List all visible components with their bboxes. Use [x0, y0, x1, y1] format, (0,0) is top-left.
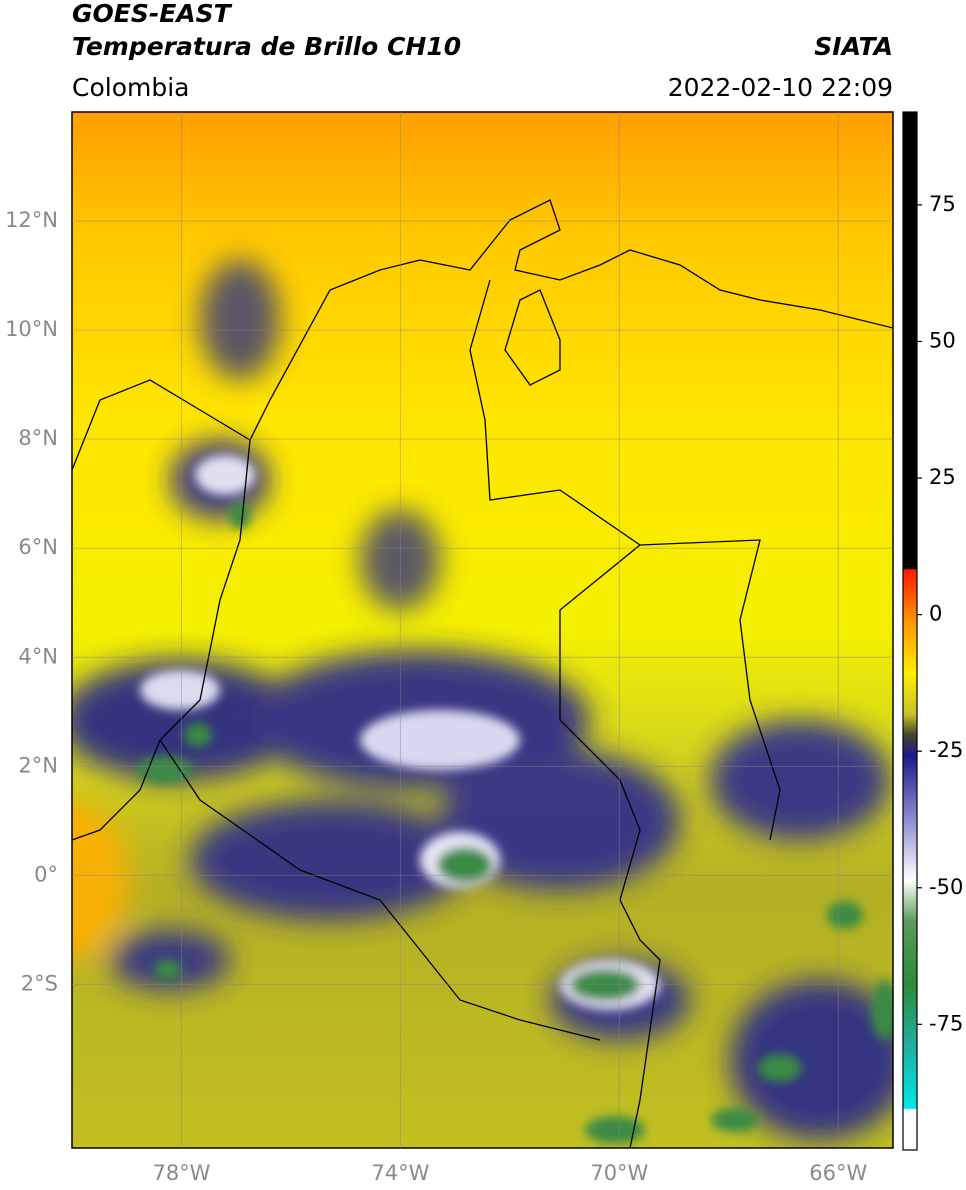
lat-tick-label: 0°: [34, 862, 58, 886]
lat-tick-label: 6°N: [18, 535, 58, 559]
colorbar-tick-label: 75: [929, 192, 956, 216]
region: Colombia: [72, 73, 189, 102]
colorbar-tick-label: 0: [929, 602, 942, 626]
colorbar-tick-label: -50: [929, 875, 963, 899]
map-frame: [71, 111, 894, 1149]
lon-tick-label: 70°W: [590, 1161, 648, 1185]
subtitle: Temperatura de Brillo CH10: [72, 32, 461, 61]
lat-tick-label: 2°N: [18, 753, 58, 777]
coastlines: [72, 199, 893, 1148]
colorbar-tick-label: -75: [929, 1011, 963, 1035]
lat-tick-label: 2°S: [21, 971, 58, 995]
lat-tick-label: 12°N: [5, 208, 58, 232]
lat-tick-label: 4°N: [18, 644, 58, 668]
colorbar: [902, 111, 918, 1151]
satellite-image: [72, 112, 893, 1148]
lon-tick-label: 78°W: [152, 1161, 210, 1185]
colorbar-tick-label: 50: [929, 328, 956, 352]
source: SIATA: [814, 32, 893, 61]
lon-tick-label: 74°W: [371, 1161, 429, 1185]
title: GOES-EAST: [72, 0, 233, 28]
colorbar-tick-label: 25: [929, 465, 956, 489]
datetime: 2022-02-10 22:09: [668, 73, 893, 102]
lon-tick-label: 66°W: [809, 1161, 867, 1185]
lat-tick-label: 10°N: [5, 317, 58, 341]
colorbar-tick-label: -25: [929, 738, 963, 762]
lat-tick-label: 8°N: [18, 426, 58, 450]
